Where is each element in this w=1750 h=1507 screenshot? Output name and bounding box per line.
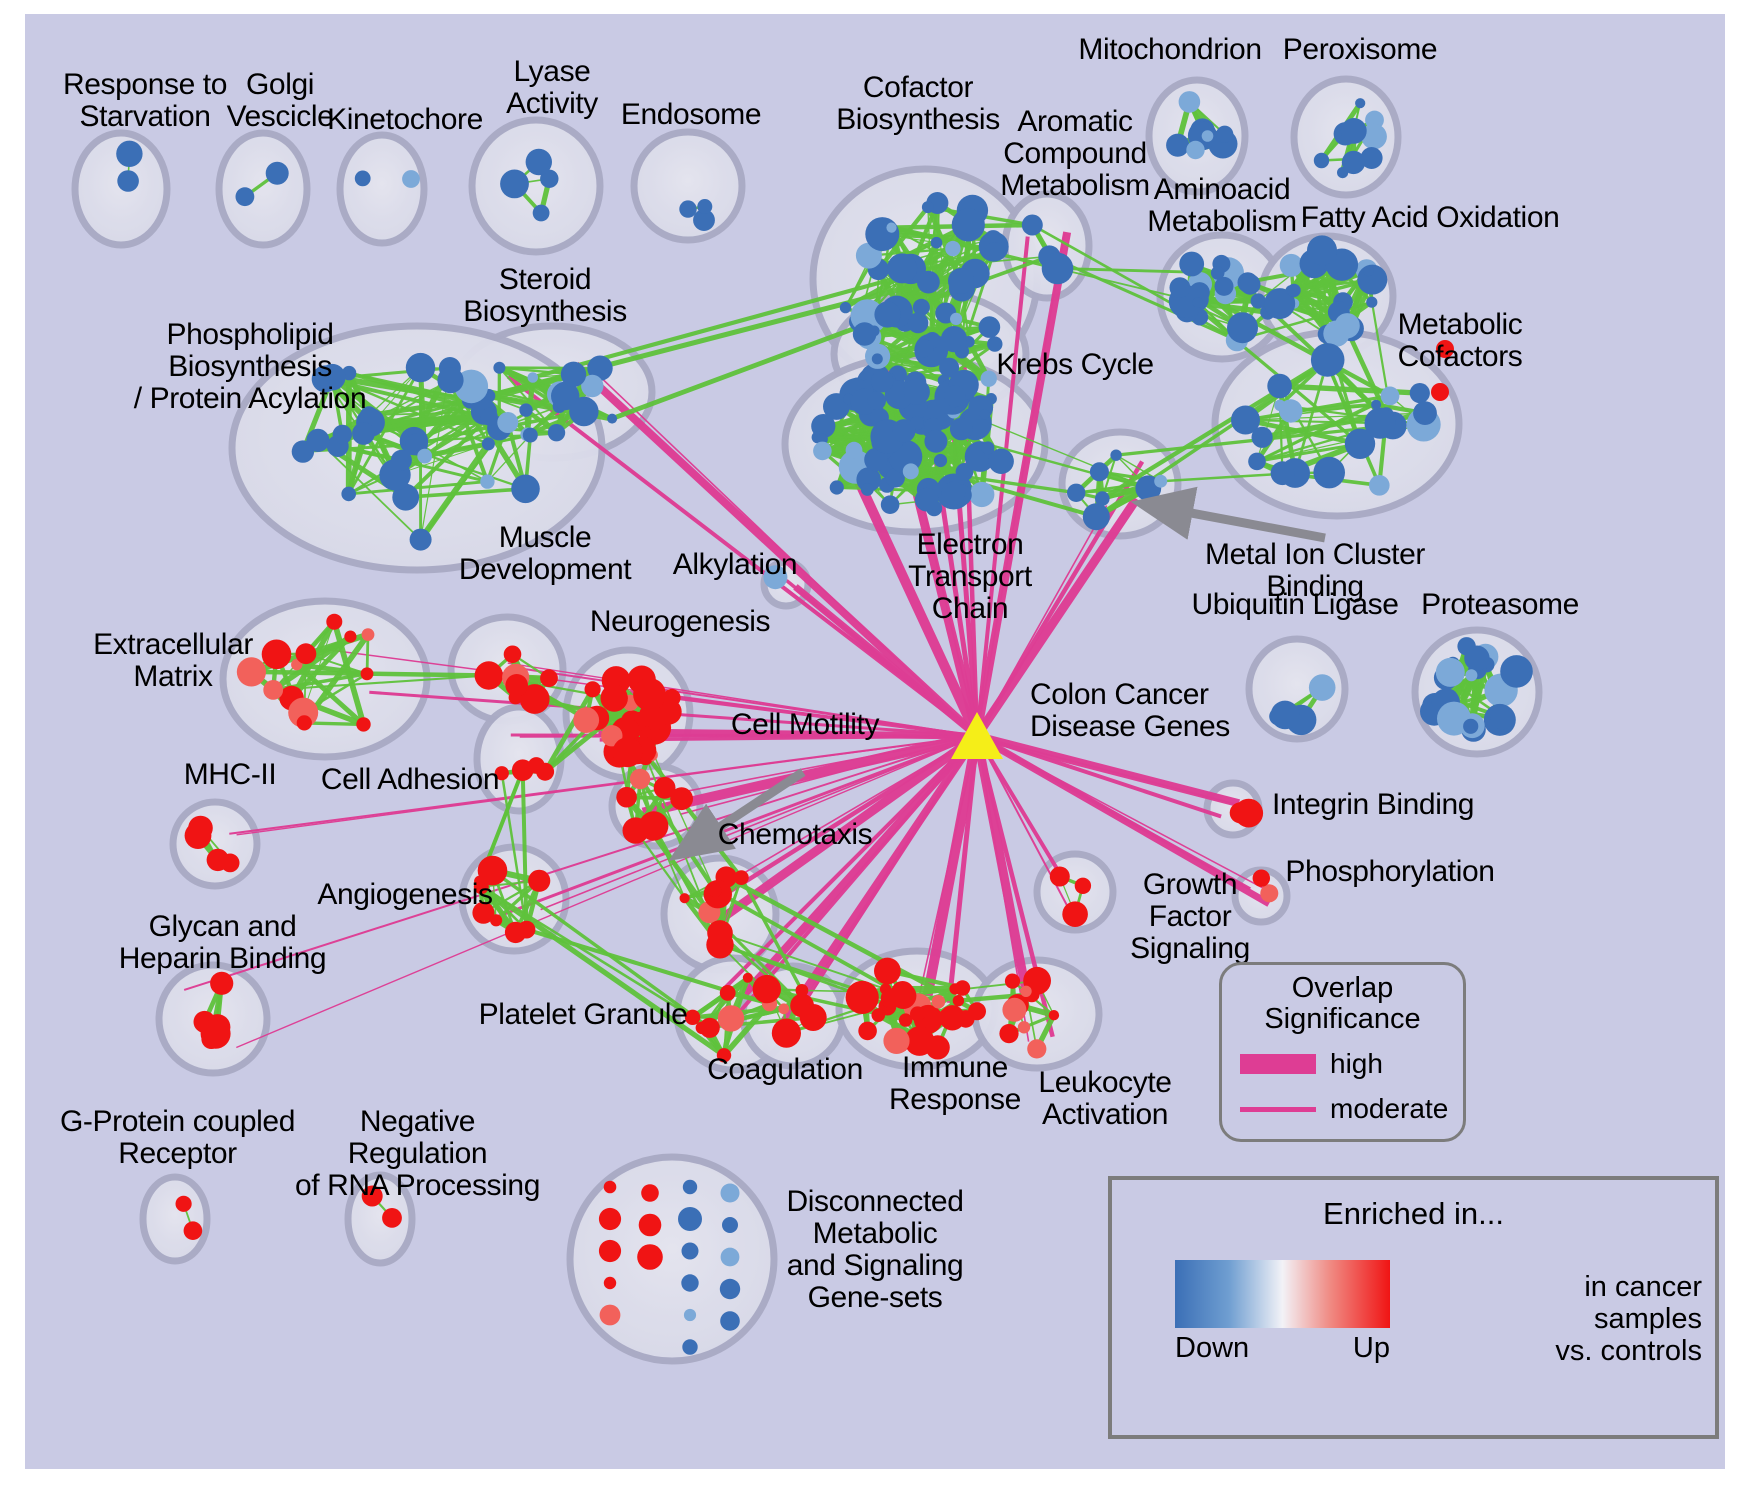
network-graph[interactable] [25,14,1725,1469]
legend-enriched-in: Enriched in... Down Up in cancer samples… [1108,1176,1719,1439]
gene-set-nodes[interactable] [116,91,1533,1355]
enrichment-side-text: in cancer samples vs. controls [1555,1271,1702,1367]
legend-enriched-title: Enriched in... [1323,1196,1504,1231]
enrichment-colorbar [1175,1260,1390,1328]
colorbar-high-label: Up [1352,1332,1390,1364]
high-significance-swatch [1240,1054,1316,1075]
hub-node[interactable] [951,712,1003,759]
legend-overlap-title: Overlap Significance [1264,972,1421,1036]
moderate-significance-label: moderate [1330,1093,1449,1125]
enrichment-colorbar-wrap: Down Up [1175,1260,1390,1365]
annotation-arrows [668,486,1326,861]
legend-overlap-significance: Overlap Significance high moderate [1219,962,1466,1142]
network-canvas[interactable]: Response to Starvation Golgi Vescicle Kine… [25,14,1725,1469]
moderate-significance-swatch [1240,1106,1316,1112]
legend-overlap-item-moderate: moderate [1240,1093,1463,1125]
colorbar-low-label: Down [1175,1332,1250,1364]
legend-overlap-item-high: high [1240,1048,1463,1080]
high-significance-label: high [1330,1048,1383,1080]
enrichment-colorbar-ticks: Down Up [1175,1332,1390,1365]
